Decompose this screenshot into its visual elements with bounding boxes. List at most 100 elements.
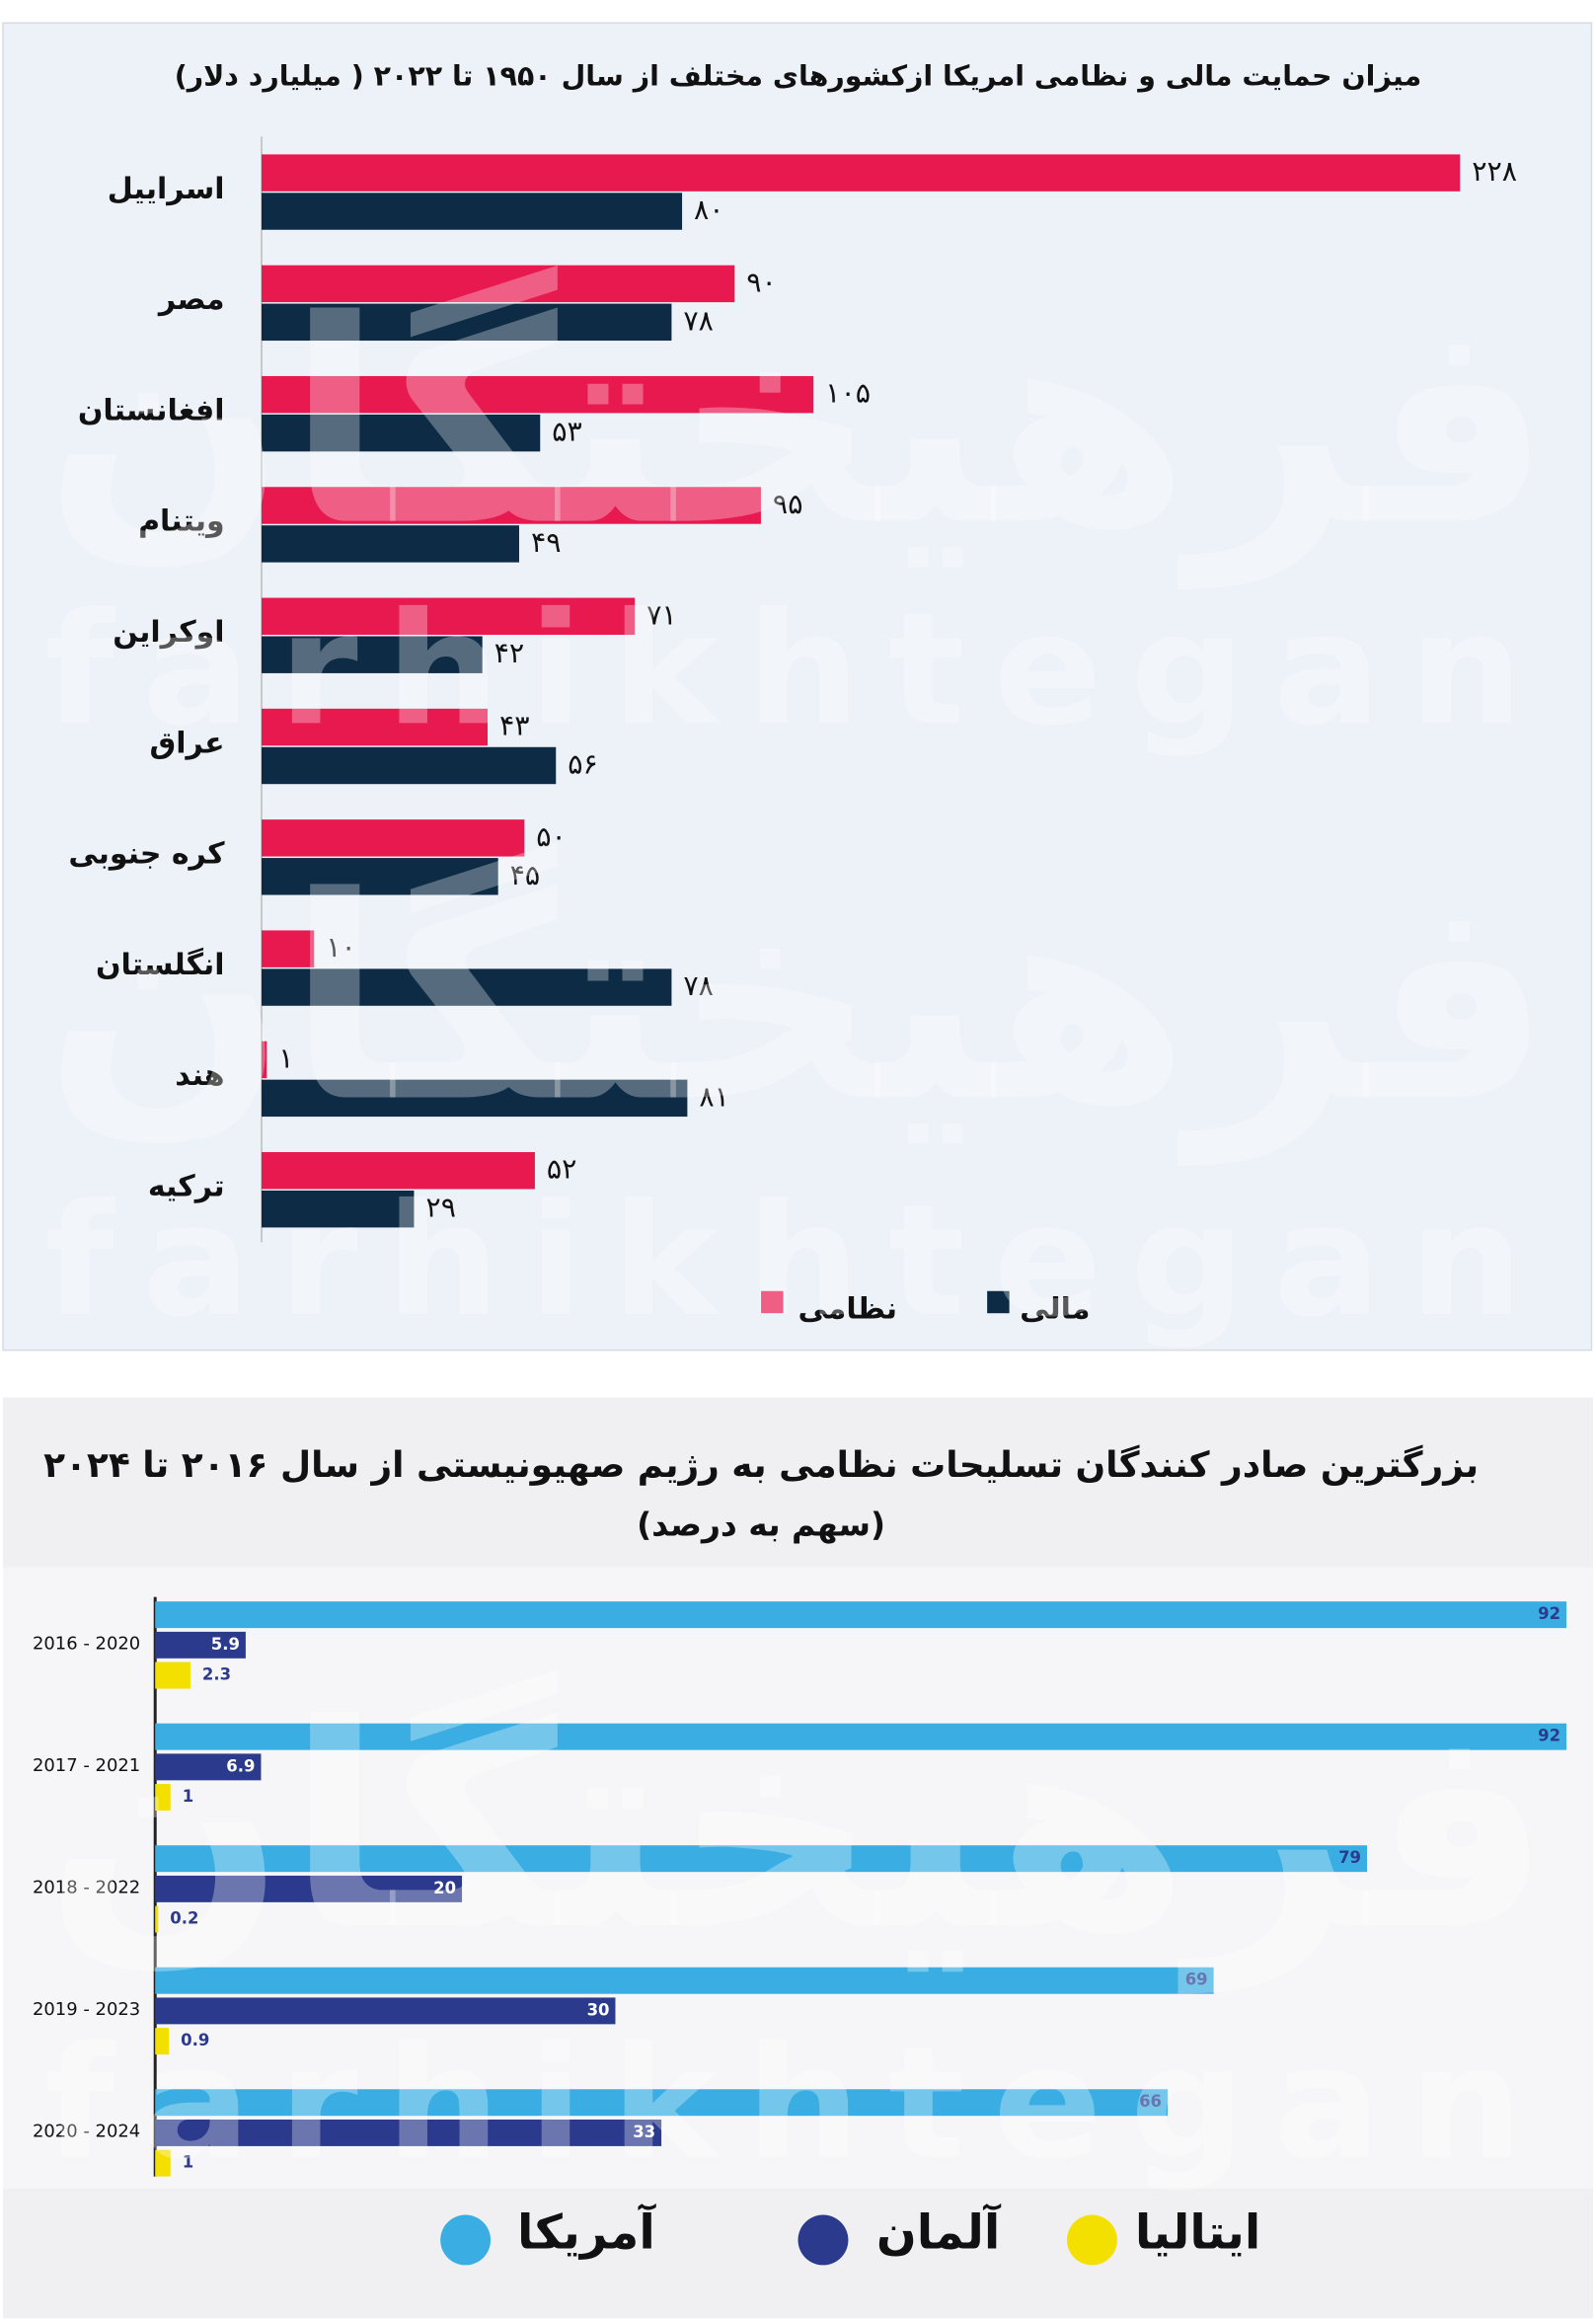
- category-label: اوکراین: [113, 615, 224, 650]
- bar: [262, 819, 525, 857]
- data-label: ۵۰: [536, 820, 567, 853]
- data-label: 79: [1338, 1848, 1361, 1867]
- category-label: 2020 - 2024: [33, 2122, 140, 2142]
- legend-swatch: [440, 2214, 492, 2266]
- bar: [262, 858, 498, 895]
- data-label: ۷۱: [646, 598, 677, 631]
- bar: [155, 1631, 246, 1659]
- bar: [262, 1152, 535, 1190]
- data-label: 69: [1185, 1971, 1208, 1989]
- bar: [155, 2119, 662, 2146]
- bar: [262, 265, 735, 303]
- bar: [155, 1967, 1214, 1994]
- data-label: 0.2: [170, 1909, 198, 1928]
- bar: [262, 303, 672, 342]
- bar: [155, 2089, 1168, 2117]
- data-label: 0.9: [181, 2031, 209, 2049]
- data-label: 6.9: [226, 1756, 255, 1775]
- category-label: 2019 - 2023: [33, 1999, 140, 2020]
- data-label: ۵۶: [568, 747, 598, 780]
- category-label: عراق: [149, 726, 224, 760]
- bar: [262, 193, 683, 230]
- legend-swatch: [1066, 2214, 1117, 2266]
- category-label: اسراییل: [108, 172, 225, 206]
- data-label: ۸۰: [694, 193, 724, 226]
- data-label: ۱۰: [326, 931, 356, 964]
- data-label: 92: [1538, 1727, 1560, 1745]
- data-label: 1: [183, 2153, 193, 2172]
- bar: [155, 1905, 159, 1933]
- bar: [262, 1041, 267, 1079]
- bar: [262, 525, 519, 563]
- chart-subtitle: (سهم به درصد): [637, 1505, 885, 1544]
- legend-swatch: [761, 1290, 784, 1314]
- bar: [155, 1845, 1368, 1873]
- data-label: 20: [433, 1879, 456, 1897]
- bar: [262, 930, 315, 967]
- data-label: ۲۹: [425, 1192, 456, 1224]
- data-label: 2.3: [202, 1665, 231, 1684]
- data-label: ۹۵: [773, 488, 803, 520]
- bar: [262, 746, 557, 785]
- data-label: ۴۵: [510, 859, 541, 891]
- category-label: 2016 - 2020: [33, 1634, 140, 1655]
- legend-label: نظامی: [798, 1292, 897, 1327]
- legend-label: مالی: [1020, 1292, 1090, 1327]
- category-label: ترکیه: [148, 1169, 225, 1203]
- bar: [155, 1662, 190, 1689]
- legend-swatch: [798, 2214, 849, 2266]
- legend-label: آلمان: [876, 2203, 1002, 2260]
- bar: [155, 2028, 170, 2055]
- bar: [262, 708, 489, 746]
- bar: [262, 636, 483, 673]
- chart-title: بزرگترین صادر کنندگان تسلیحات نظامی به ر…: [43, 1444, 1479, 1486]
- legend-label: ایتالیا: [1135, 2205, 1261, 2260]
- watermark: farhikhtegan: [44, 580, 1552, 760]
- category-label: هند: [175, 1058, 224, 1093]
- data-label: ۱: [278, 1042, 293, 1074]
- data-label: ۵۲: [547, 1153, 577, 1186]
- bar: [262, 1079, 688, 1118]
- category-label: 2017 - 2021: [33, 1755, 140, 1776]
- data-label: 66: [1139, 2092, 1162, 2111]
- bar: [155, 1997, 616, 2025]
- watermark: farhikhtegan: [44, 2014, 1552, 2195]
- data-label: ۴۹: [531, 526, 562, 559]
- watermark: فرهیختگان: [44, 1665, 1552, 1995]
- category-label: انگلستان: [96, 947, 225, 982]
- data-label: 92: [1538, 1604, 1560, 1623]
- bar: [155, 1723, 1567, 1750]
- bar: [155, 1601, 1567, 1629]
- category-label: 2018 - 2022: [33, 1878, 140, 1898]
- watermark: فرهیختگان: [44, 262, 1552, 591]
- bar: [155, 2149, 171, 2177]
- category-label: ویتنام: [138, 504, 224, 539]
- data-label: ۲۲۸: [1472, 155, 1517, 188]
- bar: [262, 968, 672, 1006]
- bar: [262, 487, 761, 524]
- legend-swatch: [987, 1290, 1010, 1314]
- data-label: 33: [633, 2123, 655, 2141]
- data-label: ۸۱: [699, 1080, 729, 1113]
- bar: [262, 414, 541, 452]
- data-label: 5.9: [211, 1635, 240, 1654]
- watermark: فرهیختگان: [44, 838, 1552, 1168]
- bar: [262, 597, 636, 635]
- data-label: ۱۰۵: [825, 377, 871, 410]
- data-label: ۴۲: [494, 637, 525, 669]
- data-label: ۷۸: [683, 969, 714, 1002]
- data-label: ۵۳: [552, 416, 582, 448]
- category-label: افغانستان: [78, 393, 225, 427]
- data-label: 30: [587, 2000, 610, 2019]
- legend-label: آمریکا: [517, 2203, 656, 2260]
- bar: [262, 154, 1461, 192]
- watermark: farhikhtegan: [44, 1171, 1552, 1352]
- category-label: مصر: [157, 282, 225, 317]
- bar: [155, 1875, 463, 1902]
- data-label: 1: [183, 1787, 193, 1806]
- bar: [155, 1784, 171, 1812]
- bar: [262, 1190, 415, 1228]
- data-label: ۴۳: [499, 710, 530, 742]
- chart-title: میزان حمایت مالی و نظامی امریکا ازکشورها…: [175, 60, 1422, 93]
